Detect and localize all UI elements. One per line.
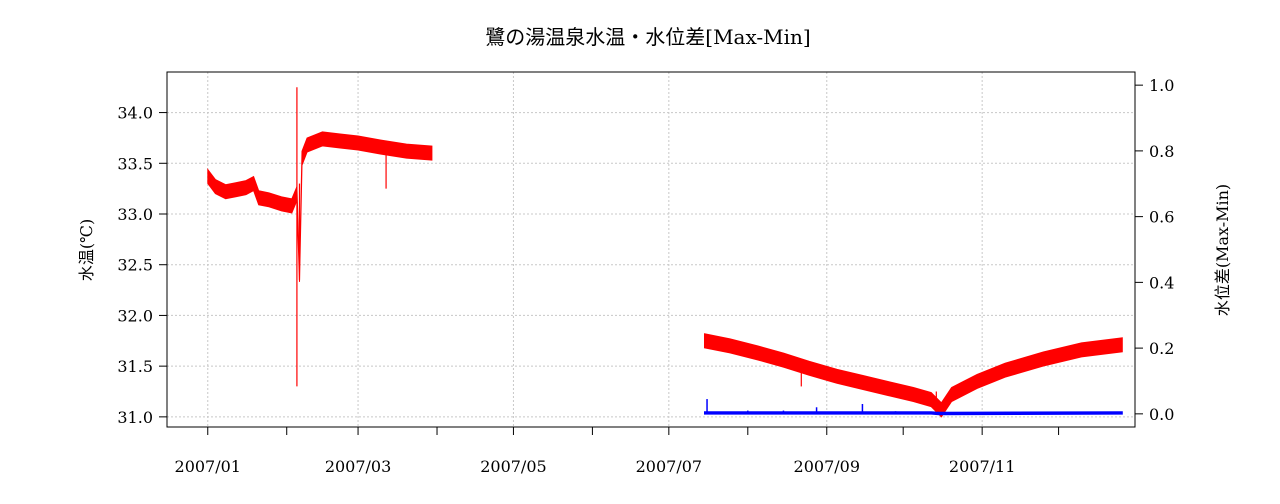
right-y-tick-label: 1.0 (1149, 76, 1174, 95)
grid-lines (167, 72, 1135, 427)
x-tick-label: 2007/01 (175, 457, 241, 476)
left-y-tick-label: 33.5 (117, 154, 153, 173)
left-y-tick-label: 32.0 (117, 306, 153, 325)
right-y-tick-label: 0.4 (1149, 273, 1174, 292)
x-tick-label: 2007/11 (949, 457, 1015, 476)
series-left-segment-0 (207, 131, 433, 282)
x-tick-label: 2007/03 (325, 457, 391, 476)
x-tick-label: 2007/07 (636, 457, 702, 476)
series-right-segment-0 (704, 411, 1123, 416)
right-y-tick-label: 0.0 (1149, 405, 1174, 424)
right-y-tick-label: 0.6 (1149, 208, 1174, 227)
series-layer (207, 87, 1123, 418)
left-y-axis-label: 水温(℃) (77, 219, 96, 281)
chart-title: 鷺の湯温泉水温・水位差[Max-Min] (485, 25, 810, 49)
left-y-tick-label: 31.0 (117, 408, 153, 427)
x-tick-label: 2007/05 (480, 457, 546, 476)
x-tick-label: 2007/09 (794, 457, 860, 476)
right-y-axis-label: 水位差(Max-Min) (1213, 184, 1232, 316)
left-y-tick-label: 32.5 (117, 256, 153, 275)
plot-frame (166, 71, 1136, 428)
right-y-axis: 0.0 0.2 0.4 0.6 0.8 1.0 (1135, 76, 1174, 424)
left-y-tick-label: 34.0 (117, 104, 153, 123)
left-y-tick-label: 31.5 (117, 357, 153, 376)
left-y-axis: 31.0 31.5 32.0 32.5 33.0 33.5 34.0 (117, 104, 167, 427)
series-left-segment-1 (704, 333, 1123, 418)
right-y-tick-label: 0.8 (1149, 142, 1174, 161)
x-axis: 2007/01 2007/03 2007/05 2007/07 2007/09 2007/… (175, 427, 1060, 476)
left-y-tick-label: 33.0 (117, 205, 153, 224)
right-y-tick-label: 0.2 (1149, 339, 1174, 358)
